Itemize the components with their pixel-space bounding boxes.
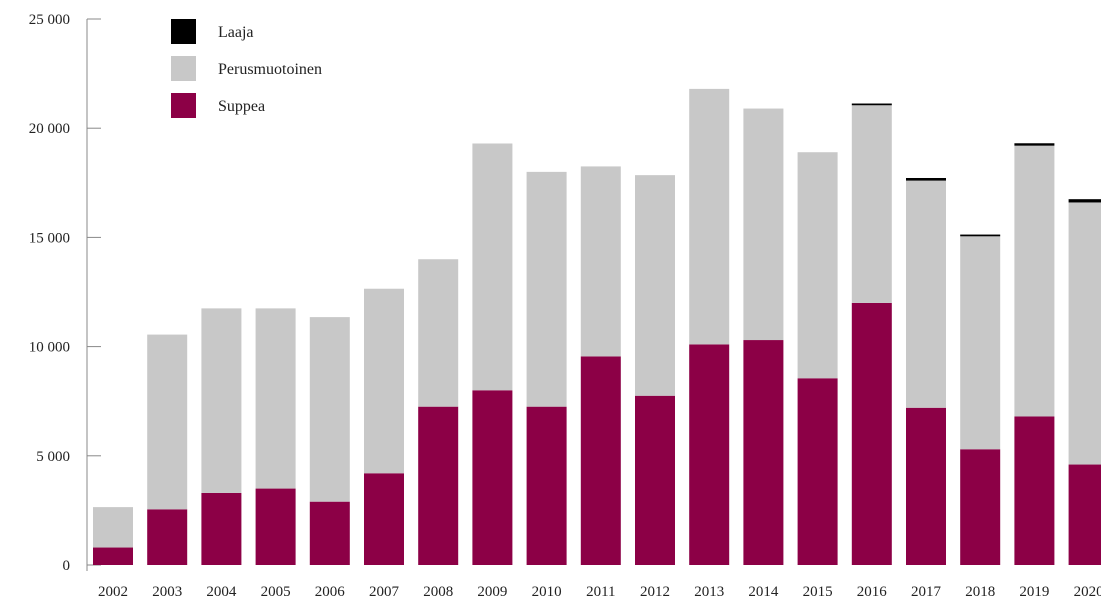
x-tick-label: 2006: [315, 584, 346, 600]
y-tick-label: 5 000: [36, 449, 70, 465]
bar-segment-perusmuotoinen-2004: [201, 308, 242, 493]
bar-segment-suppea-2004: [201, 492, 242, 565]
bar-segment-perusmuotoinen-2011: [580, 166, 621, 357]
x-tick-label: 2004: [206, 584, 237, 600]
bar-segment-perusmuotoinen-2010: [526, 171, 567, 407]
x-tick-label: 2008: [423, 584, 453, 600]
x-tick-label: 2010: [532, 584, 562, 600]
y-tick-label: 20 000: [29, 121, 70, 137]
legend-label-suppea: Suppea: [218, 98, 265, 115]
bars: [93, 88, 1101, 565]
x-tick-label: 2005: [261, 584, 291, 600]
x-tick-label: 2009: [477, 584, 507, 600]
x-tick-label: 2019: [1019, 584, 1049, 600]
y-tick-label: 25 000: [29, 12, 70, 28]
x-tick-label: 2003: [152, 584, 182, 600]
bar-segment-suppea-2020: [1068, 464, 1101, 565]
bar-segment-perusmuotoinen-2009: [472, 143, 513, 391]
x-tick-label: 2014: [748, 584, 779, 600]
x-tick-label: 2012: [640, 584, 670, 600]
bar-segment-perusmuotoinen-2019: [1014, 145, 1055, 417]
legend-swatch-perusmuotoinen: [171, 56, 196, 81]
bar-segment-suppea-2016: [851, 302, 892, 565]
bar-segment-suppea-2019: [1014, 416, 1055, 565]
x-tick-label: 2017: [911, 584, 942, 600]
y-tick-label: 0: [63, 558, 71, 574]
bar-segment-laaja-2019: [1014, 143, 1055, 146]
bar-segment-suppea-2017: [906, 407, 946, 565]
bar-segment-suppea-2003: [147, 509, 188, 565]
bar-segment-suppea-2009: [472, 390, 513, 565]
bar-segment-suppea-2011: [580, 356, 621, 565]
y-tick-label: 10 000: [29, 340, 70, 356]
x-tick-label: 2018: [965, 584, 995, 600]
x-tick-label: 2016: [857, 584, 888, 600]
bar-segment-perusmuotoinen-2008: [418, 259, 459, 407]
y-tick-label: 15 000: [29, 230, 70, 246]
bar-segment-perusmuotoinen-2002: [93, 507, 133, 548]
x-axis: 2002 2003 2004 2005 2006 2007 2008 2009 2010 2011…: [98, 584, 1101, 600]
bar-segment-perusmuotoinen-2003: [147, 334, 188, 510]
bar-segment-suppea-2010: [526, 406, 567, 565]
bar-segment-perusmuotoinen-2006: [309, 317, 350, 502]
x-tick-label: 2007: [369, 584, 400, 600]
bar-segment-suppea-2005: [255, 488, 296, 565]
bar-segment-suppea-2002: [93, 547, 133, 565]
x-tick-label: 2013: [694, 584, 724, 600]
x-tick-label: 2020: [1074, 584, 1101, 600]
bar-segment-perusmuotoinen-2015: [797, 152, 838, 379]
x-tick-label: 2015: [803, 584, 833, 600]
y-axis: 0 5 000 10 000 15 000 20 000 25 000: [29, 12, 101, 574]
bar-segment-suppea-2018: [960, 449, 1001, 565]
bar-segment-perusmuotoinen-2018: [960, 236, 1001, 450]
bar-segment-laaja-2016: [851, 103, 892, 106]
bar-segment-perusmuotoinen-2012: [635, 175, 675, 396]
bar-segment-suppea-2008: [418, 406, 459, 565]
legend-label-laaja: Laaja: [218, 24, 254, 41]
legend-swatch-laaja: [171, 19, 196, 44]
legend: Laaja Perusmuotoinen Suppea: [171, 19, 322, 118]
x-tick-label: 2002: [98, 584, 128, 600]
bar-segment-laaja-2018: [960, 234, 1001, 237]
bar-segment-suppea-2012: [635, 395, 675, 565]
bar-segment-suppea-2013: [689, 344, 730, 565]
legend-label-perusmuotoinen: Perusmuotoinen: [218, 61, 322, 78]
bar-segment-suppea-2014: [743, 340, 784, 565]
bar-segment-suppea-2015: [797, 378, 838, 565]
bar-segment-perusmuotoinen-2020: [1068, 202, 1101, 465]
bar-segment-laaja-2020: [1068, 199, 1101, 203]
bar-segment-perusmuotoinen-2005: [255, 308, 296, 489]
legend-swatch-suppea: [171, 93, 196, 118]
x-tick-label: 2011: [586, 584, 615, 600]
bar-segment-suppea-2006: [309, 501, 350, 565]
bar-segment-laaja-2017: [906, 177, 946, 181]
bar-segment-suppea-2007: [364, 473, 404, 565]
bar-segment-perusmuotoinen-2017: [906, 180, 946, 408]
bar-segment-perusmuotoinen-2013: [689, 88, 730, 345]
bar-segment-perusmuotoinen-2007: [364, 288, 404, 474]
bar-segment-perusmuotoinen-2016: [851, 105, 892, 303]
bar-segment-perusmuotoinen-2014: [743, 108, 784, 341]
